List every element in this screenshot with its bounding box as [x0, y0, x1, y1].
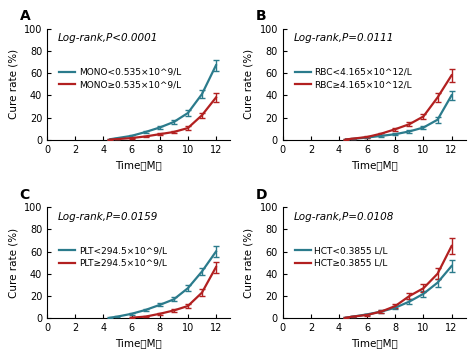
Text: D: D: [255, 187, 267, 201]
Text: Log-rank,P=0.0108: Log-rank,P=0.0108: [294, 212, 394, 222]
Text: A: A: [20, 9, 30, 23]
Y-axis label: Cure rate (%): Cure rate (%): [244, 228, 254, 298]
Y-axis label: Cure rate (%): Cure rate (%): [244, 49, 254, 119]
X-axis label: Time（M）: Time（M）: [351, 339, 398, 349]
Legend: HCT<0.3855 L/L, HCT≥0.3855 L/L: HCT<0.3855 L/L, HCT≥0.3855 L/L: [291, 243, 392, 272]
Y-axis label: Cure rate (%): Cure rate (%): [9, 228, 18, 298]
Legend: RBC<4.165×10^12/L, RBC≥4.165×10^12/L: RBC<4.165×10^12/L, RBC≥4.165×10^12/L: [291, 64, 416, 93]
Legend: MONO<0.535×10^9/L, MONO≥0.535×10^9/L: MONO<0.535×10^9/L, MONO≥0.535×10^9/L: [55, 64, 185, 93]
X-axis label: Time（M）: Time（M）: [115, 160, 162, 170]
Text: B: B: [255, 9, 266, 23]
Text: Log-rank,P=0.0159: Log-rank,P=0.0159: [58, 212, 158, 222]
Text: Log-rank,P<0.0001: Log-rank,P<0.0001: [58, 33, 158, 43]
Text: C: C: [20, 187, 30, 201]
Text: Log-rank,P=0.0111: Log-rank,P=0.0111: [294, 33, 394, 43]
Y-axis label: Cure rate (%): Cure rate (%): [9, 49, 18, 119]
X-axis label: Time（M）: Time（M）: [351, 160, 398, 170]
X-axis label: Time（M）: Time（M）: [115, 339, 162, 349]
Legend: PLT<294.5×10^9/L, PLT≥294.5×10^9/L: PLT<294.5×10^9/L, PLT≥294.5×10^9/L: [55, 243, 170, 272]
